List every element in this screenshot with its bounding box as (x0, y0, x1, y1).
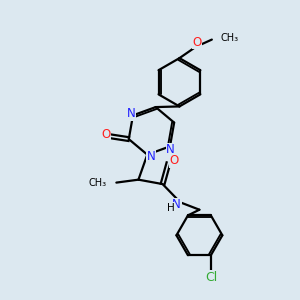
Text: CH₃: CH₃ (89, 178, 107, 188)
Text: CH₃: CH₃ (220, 33, 238, 43)
Text: N: N (146, 150, 155, 163)
Text: H: H (167, 202, 175, 213)
Text: Cl: Cl (205, 271, 217, 284)
Text: O: O (101, 128, 111, 141)
Text: N: N (127, 107, 136, 120)
Text: O: O (193, 36, 202, 49)
Text: N: N (172, 198, 181, 211)
Text: O: O (169, 154, 178, 167)
Text: N: N (166, 143, 175, 156)
